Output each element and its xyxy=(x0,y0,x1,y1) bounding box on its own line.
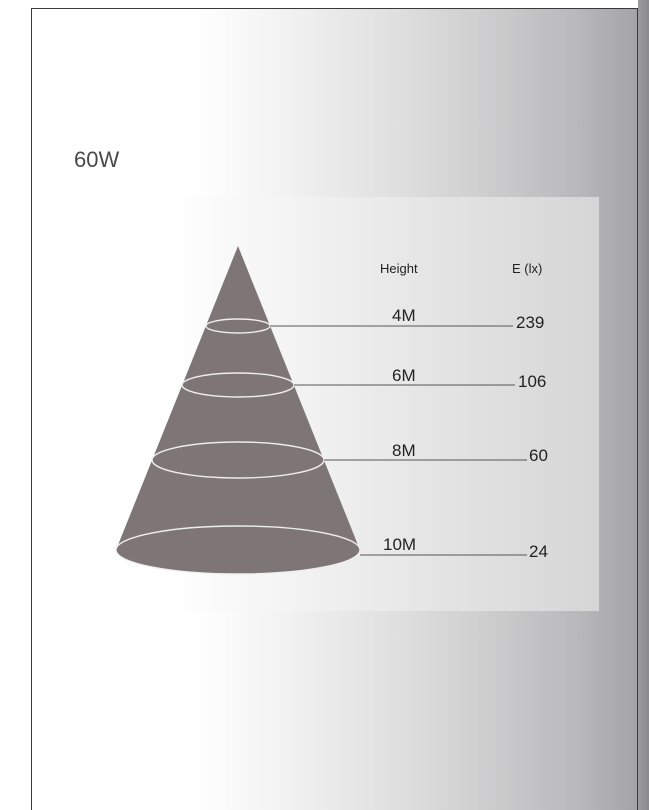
light-cone xyxy=(116,246,360,574)
illuminance-header: E (lx) xyxy=(512,261,542,276)
beam-ring-10m xyxy=(115,525,361,575)
wattage-label: 60W xyxy=(74,147,120,172)
height-label-8m: 8M xyxy=(392,441,416,460)
lux-value-10m: 24 xyxy=(529,542,548,561)
lux-value-8m: 60 xyxy=(529,446,548,465)
lux-value-4m: 239 xyxy=(516,313,544,332)
page-edge xyxy=(638,0,649,810)
lux-value-6m: 106 xyxy=(518,372,546,391)
height-header: Height xyxy=(380,261,418,276)
height-label-4m: 4M xyxy=(392,306,416,325)
height-label-6m: 6M xyxy=(392,366,416,385)
height-label-10m: 10M xyxy=(383,535,416,554)
